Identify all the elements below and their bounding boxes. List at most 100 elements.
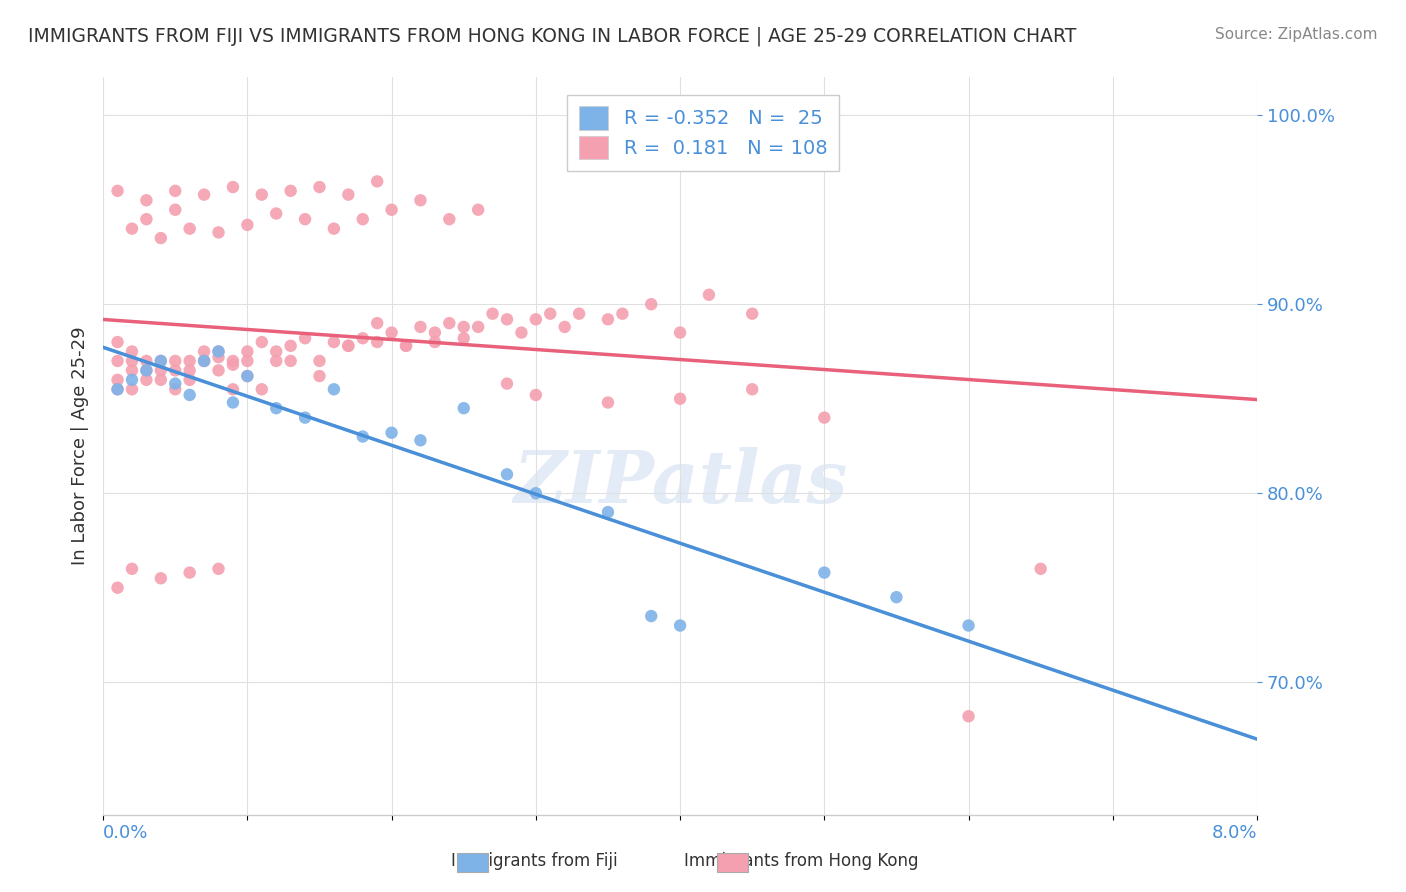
Point xyxy=(481,307,503,321)
Point xyxy=(165,376,187,391)
Point xyxy=(149,354,172,368)
Point xyxy=(697,287,720,301)
Point xyxy=(207,344,229,359)
Point xyxy=(813,566,835,580)
Point xyxy=(193,187,215,202)
Point xyxy=(322,382,344,396)
Point xyxy=(294,331,316,345)
Point xyxy=(107,184,129,198)
Point xyxy=(264,354,287,368)
Point xyxy=(135,212,157,227)
Point xyxy=(222,180,245,194)
Point xyxy=(366,174,388,188)
Point xyxy=(264,344,287,359)
Point xyxy=(222,395,245,409)
Point xyxy=(322,221,344,235)
Point xyxy=(149,354,172,368)
Point xyxy=(640,297,662,311)
Point xyxy=(135,354,157,368)
Point xyxy=(135,363,157,377)
Point xyxy=(741,382,763,396)
Text: 0.0%: 0.0% xyxy=(103,824,149,842)
Point xyxy=(135,363,157,377)
Point xyxy=(669,392,692,406)
Point xyxy=(453,401,475,416)
Point xyxy=(236,369,259,384)
Point xyxy=(813,410,835,425)
Point xyxy=(121,373,143,387)
Point xyxy=(352,212,374,227)
Text: IMMIGRANTS FROM FIJI VS IMMIGRANTS FROM HONG KONG IN LABOR FORCE | AGE 25-29 COR: IMMIGRANTS FROM FIJI VS IMMIGRANTS FROM … xyxy=(28,27,1077,46)
Point xyxy=(395,339,418,353)
Point xyxy=(236,218,259,232)
Point xyxy=(193,354,215,368)
Point xyxy=(496,376,519,391)
Point xyxy=(207,350,229,364)
Point xyxy=(886,590,908,604)
Point xyxy=(640,609,662,624)
Point xyxy=(193,344,215,359)
Point xyxy=(107,382,129,396)
Point xyxy=(439,316,461,330)
Point xyxy=(467,319,489,334)
Point xyxy=(524,486,547,500)
Point xyxy=(121,363,143,377)
Point xyxy=(149,373,172,387)
Point xyxy=(165,363,187,377)
Point xyxy=(179,354,201,368)
Point xyxy=(165,382,187,396)
Point xyxy=(149,363,172,377)
Point xyxy=(381,425,404,440)
Text: Immigrants from Fiji: Immigrants from Fiji xyxy=(451,852,617,870)
Point xyxy=(957,618,980,632)
Point xyxy=(381,202,404,217)
Point xyxy=(107,334,129,349)
Point xyxy=(250,187,273,202)
Point xyxy=(439,212,461,227)
Point xyxy=(337,187,360,202)
Point xyxy=(337,339,360,353)
Point xyxy=(524,312,547,326)
Point xyxy=(250,334,273,349)
Point xyxy=(496,467,519,482)
Point xyxy=(207,363,229,377)
Point xyxy=(107,373,129,387)
Point xyxy=(222,382,245,396)
Point xyxy=(280,354,302,368)
Point xyxy=(308,369,330,384)
Point xyxy=(179,363,201,377)
Legend: R = -0.352   N =  25, R =  0.181   N = 108: R = -0.352 N = 25, R = 0.181 N = 108 xyxy=(568,95,839,171)
Point xyxy=(612,307,634,321)
Point xyxy=(179,566,201,580)
Point xyxy=(554,319,576,334)
Point xyxy=(236,344,259,359)
Y-axis label: In Labor Force | Age 25-29: In Labor Force | Age 25-29 xyxy=(72,326,89,566)
Point xyxy=(179,388,201,402)
Point xyxy=(322,334,344,349)
Point xyxy=(280,184,302,198)
Point xyxy=(207,562,229,576)
Point xyxy=(121,344,143,359)
Point xyxy=(352,331,374,345)
Point xyxy=(121,354,143,368)
Point xyxy=(453,319,475,334)
Point xyxy=(294,212,316,227)
Point xyxy=(538,307,561,321)
Point xyxy=(165,184,187,198)
Point xyxy=(121,382,143,396)
Point xyxy=(524,388,547,402)
Point xyxy=(741,307,763,321)
Point xyxy=(669,618,692,632)
Point xyxy=(121,221,143,235)
Point xyxy=(264,206,287,220)
Point xyxy=(250,382,273,396)
Point xyxy=(568,307,591,321)
FancyBboxPatch shape xyxy=(717,853,748,872)
Point xyxy=(165,202,187,217)
Point xyxy=(337,339,360,353)
Point xyxy=(395,339,418,353)
Point xyxy=(107,581,129,595)
Point xyxy=(352,429,374,443)
Point xyxy=(423,326,446,340)
Point xyxy=(236,354,259,368)
